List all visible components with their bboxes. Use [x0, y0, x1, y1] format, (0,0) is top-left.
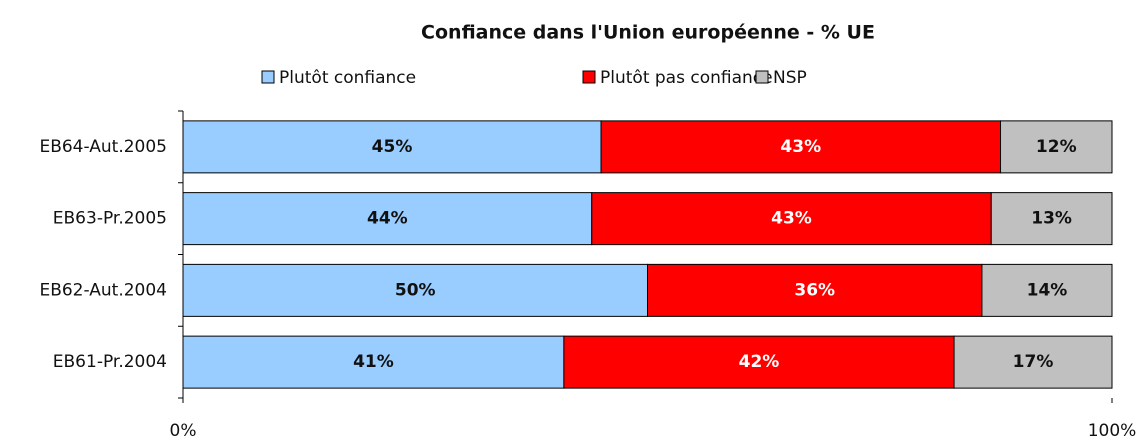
bar-segment	[563, 335, 955, 389]
data-label: 43%	[771, 209, 812, 229]
chart-title: Confiance dans l'Union européenne - % UE	[421, 22, 875, 44]
bar-segment	[182, 263, 648, 317]
bar-segment	[182, 120, 602, 174]
y-tick-label: EB64-Aut.2005	[39, 137, 167, 157]
data-label: 17%	[1013, 352, 1054, 372]
y-tick-label: EB61-Pr.2004	[53, 352, 167, 372]
data-label: 45%	[372, 137, 413, 157]
legend-label: Plutôt pas confiance	[600, 68, 773, 88]
legend-marker	[261, 70, 275, 84]
data-label: 14%	[1027, 280, 1068, 300]
data-label: 41%	[353, 352, 394, 372]
data-label: 50%	[395, 280, 436, 300]
data-label: 42%	[739, 352, 780, 372]
bar-segment	[990, 192, 1113, 246]
data-label: 43%	[780, 137, 821, 157]
legend-label: Plutôt confiance	[279, 68, 416, 88]
data-label: 12%	[1036, 137, 1077, 157]
bar-segment	[953, 335, 1113, 389]
bar-segment	[1000, 120, 1113, 174]
legend-label: NSP	[773, 68, 807, 88]
data-label: 36%	[794, 280, 835, 300]
y-tick-label: EB62-Aut.2004	[39, 280, 167, 300]
bar-segment	[647, 263, 983, 317]
bar-segment	[981, 263, 1113, 317]
legend-marker	[582, 70, 596, 84]
y-tick-label: EB63-Pr.2005	[53, 209, 167, 229]
x-tick-label: 0%	[170, 421, 197, 441]
legend-marker	[755, 70, 769, 84]
x-tick-label: 100%	[1088, 421, 1137, 441]
bar-segment	[600, 120, 1002, 174]
data-label: 44%	[367, 209, 408, 229]
data-label: 13%	[1031, 209, 1072, 229]
